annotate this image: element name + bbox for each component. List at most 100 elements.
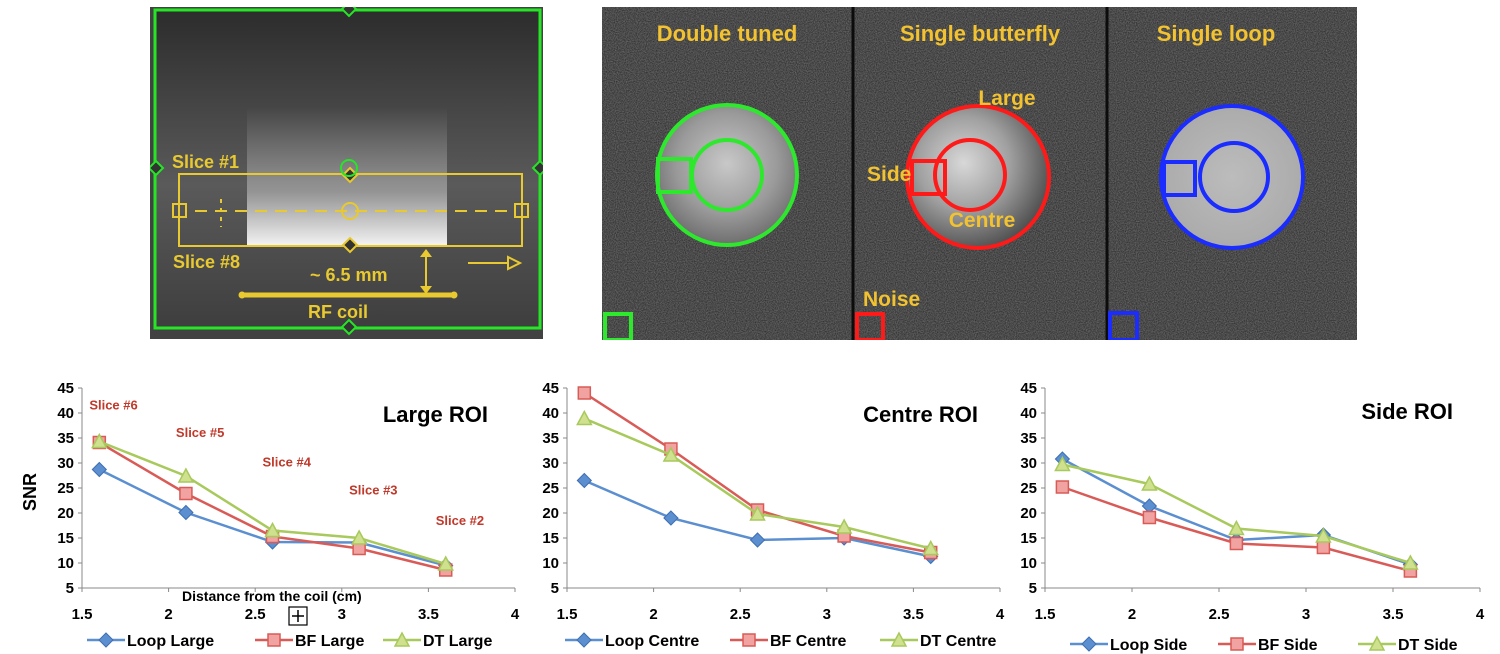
legend-label: BF Large xyxy=(295,633,364,650)
legend-item: DT Side xyxy=(1358,635,1458,654)
x-axis-label: Distance from the coil (cm) xyxy=(182,588,362,604)
slice-annotation: Slice #4 xyxy=(263,455,312,470)
x-tick-label: 2 xyxy=(1128,606,1136,623)
bottom-handle-icon[interactable] xyxy=(341,236,359,254)
data-point xyxy=(91,432,108,449)
centre-roi-single-butterfly[interactable] xyxy=(933,138,1007,212)
legend-item: Loop Side xyxy=(1070,636,1187,654)
fov-left-handle-icon[interactable] xyxy=(147,159,165,177)
chart-title: Large ROI xyxy=(383,402,488,427)
x-tick-label: 2 xyxy=(164,606,172,623)
y-tick-label: 45 xyxy=(57,380,74,397)
crosshair-cursor-icon xyxy=(288,606,308,626)
y-tick-label: 45 xyxy=(1020,380,1037,397)
x-tick-label: 1.5 xyxy=(1035,606,1056,623)
series-loop-large xyxy=(91,461,454,574)
rotate-handle-icon[interactable] xyxy=(340,159,358,177)
fov-bottom-handle-icon[interactable] xyxy=(340,318,358,336)
legend-marker xyxy=(576,632,592,648)
legend-marker xyxy=(1368,635,1386,651)
slice-annotation: Slice #6 xyxy=(89,398,137,413)
y-tick-label: 10 xyxy=(1020,555,1037,572)
legend-label: BF Side xyxy=(1258,637,1318,654)
side-roi-single-butterfly[interactable] xyxy=(910,159,947,196)
data-point xyxy=(437,555,454,571)
x-tick-label: 2.5 xyxy=(730,606,751,623)
data-point xyxy=(922,539,939,556)
data-point xyxy=(177,467,195,483)
data-point xyxy=(835,518,853,534)
data-point xyxy=(1402,554,1419,570)
y-tick-label: 10 xyxy=(57,555,74,572)
direction-arrow-head-icon xyxy=(507,255,523,271)
centre-label: Centre xyxy=(949,209,1016,232)
x-tick-label: 4 xyxy=(511,606,520,623)
large-roi-single-loop[interactable] xyxy=(1159,104,1305,250)
y-tick-label: 5 xyxy=(66,580,74,597)
data-point xyxy=(576,409,593,426)
legend-label: DT Centre xyxy=(920,633,997,650)
legend-item: Loop Centre xyxy=(565,632,699,650)
data-point xyxy=(1228,519,1245,536)
slice-annotation: Slice #2 xyxy=(436,513,484,528)
data-point xyxy=(264,521,281,538)
data-point xyxy=(1055,480,1070,494)
coil-end-right xyxy=(450,291,458,299)
data-point xyxy=(749,532,766,548)
x-tick-label: 3 xyxy=(338,606,346,623)
data-point xyxy=(749,505,766,521)
legend-item: BF Side xyxy=(1218,637,1318,654)
chart-3: 5 10 15 20 25 30 35 40 45 1.5 2 2.5 3 3.5 4 Side ROI Loo… xyxy=(1020,380,1485,654)
x-tick-label: 3.5 xyxy=(418,606,439,623)
left-handle-icon[interactable] xyxy=(172,203,187,218)
y-tick-label: 15 xyxy=(542,530,559,547)
x-tick-label: 1.5 xyxy=(557,606,578,623)
coil-label: RF coil xyxy=(308,302,368,322)
centre-roi-single-loop[interactable] xyxy=(1198,141,1270,213)
x-tick-label: 2.5 xyxy=(1209,606,1230,623)
y-tick-label: 40 xyxy=(1020,405,1037,422)
chart-2: 5 10 15 20 25 30 35 40 45 1.5 2 2.5 3 3.5 4 Centre ROI L… xyxy=(542,380,1005,650)
y-tick-label: 30 xyxy=(542,455,559,472)
data-point xyxy=(350,529,368,545)
data-point xyxy=(1142,510,1157,525)
y-axis-label: SNR xyxy=(20,473,40,511)
data-point xyxy=(1141,475,1158,491)
chart-1: 5 10 15 20 25 30 35 40 45 1.5 2 2.5 3 3.5 4 Large ROI SN… xyxy=(20,380,520,650)
legend-label: BF Centre xyxy=(770,633,847,650)
x-tick-label: 2.5 xyxy=(245,606,266,623)
data-point xyxy=(663,510,679,526)
center-handle-icon[interactable] xyxy=(341,202,359,220)
large-roi-single-butterfly[interactable] xyxy=(905,104,1051,250)
side-roi-single-loop[interactable] xyxy=(1162,160,1197,197)
legend-item: DT Large xyxy=(383,631,492,650)
y-tick-label: 15 xyxy=(1020,530,1037,547)
y-tick-label: 40 xyxy=(542,405,559,422)
legend-item: BF Centre xyxy=(730,633,847,650)
y-tick-label: 25 xyxy=(57,480,74,497)
phantom-single-loop xyxy=(1161,106,1303,248)
slice-first-label: Slice #1 xyxy=(172,152,239,172)
x-tick-label: 3.5 xyxy=(1383,606,1404,623)
x-tick-label: 3 xyxy=(823,606,831,623)
phantom-single-butterfly xyxy=(907,106,1049,248)
legend-marker xyxy=(393,631,411,647)
series-line xyxy=(583,417,932,550)
right-handle-icon[interactable] xyxy=(514,203,529,218)
y-tick-label: 45 xyxy=(542,380,559,397)
arrow-down-icon xyxy=(420,286,432,294)
mri-images-svg: Double tuned Single butterfly Large Side… xyxy=(602,7,1357,342)
large-label: Large xyxy=(978,87,1035,110)
side-label: Side xyxy=(867,163,911,186)
side-roi-double-tuned[interactable] xyxy=(656,157,693,194)
y-tick-label: 5 xyxy=(1029,580,1037,597)
y-tick-label: 20 xyxy=(542,505,559,522)
y-tick-label: 20 xyxy=(57,505,74,522)
data-point xyxy=(179,486,193,501)
y-tick-label: 5 xyxy=(551,580,559,597)
data-point xyxy=(178,504,194,521)
y-tick-label: 10 xyxy=(542,555,559,572)
x-tick-label: 1.5 xyxy=(72,606,93,623)
data-point xyxy=(662,446,680,462)
legend-label: DT Large xyxy=(423,633,492,650)
